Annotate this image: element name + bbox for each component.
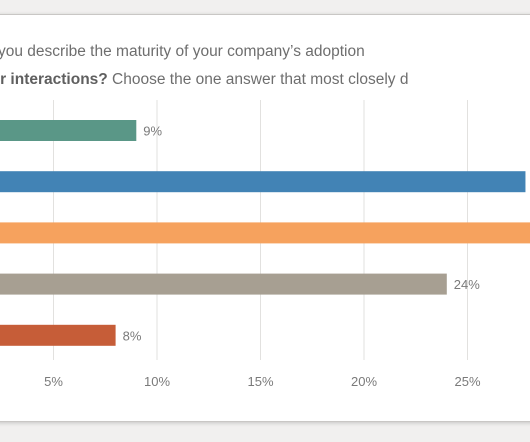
data-label: 8% [123, 328, 142, 343]
data-label: 24% [454, 277, 480, 292]
bar [0, 120, 137, 141]
chart-card [0, 14, 530, 422]
chart-title: uld you describe the maturity of your co… [0, 38, 530, 94]
title-line-2: ner interactions? Choose the one answer … [0, 66, 530, 94]
bar [0, 171, 526, 193]
data-label: 9% [143, 124, 162, 139]
x-tick-label: 10% [144, 374, 170, 389]
bar [0, 324, 116, 346]
x-tick-label: 15% [247, 374, 273, 389]
title-line-1: uld you describe the maturity of your co… [0, 43, 365, 60]
x-tick-label: 25% [454, 374, 480, 389]
data-labels: 9%224%8% [123, 124, 481, 344]
title-instruction: Choose the one answer that most closely … [107, 71, 409, 88]
bars [0, 120, 530, 346]
bar [0, 273, 447, 295]
bar [0, 222, 530, 244]
x-axis-ticks: 5% 10% 15% 20% 25% [44, 374, 481, 389]
x-tick-label: 5% [44, 374, 63, 389]
x-tick-label: 20% [351, 374, 377, 389]
title-question-bold: ner interactions? [0, 71, 108, 88]
